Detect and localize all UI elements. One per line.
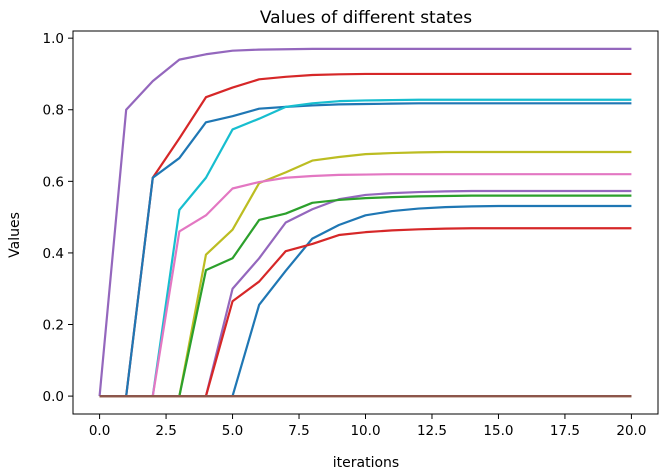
plot-frame [72,30,659,415]
y-tick-label: 1.0 [43,31,64,47]
x-tick-label: 15.0 [483,423,513,439]
series-line-4 [99,98,632,398]
series-line-2 [99,72,632,398]
chart-title: Values of different states [260,8,472,28]
series-line-7 [99,189,632,398]
y-tick-label: 0.6 [43,174,64,190]
series-line-6 [99,173,632,398]
x-tick-label: 7.5 [288,423,309,439]
x-tick-label: 5.0 [222,423,243,439]
y-tick-label: 0.4 [43,246,64,262]
x-tick-label: 0.0 [89,423,110,439]
series-line-8 [99,194,632,398]
x-tick-label: 10.0 [350,423,380,439]
series-line-1 [98,47,632,397]
series-line-10 [99,227,632,398]
series-line-5 [99,150,632,398]
plot-area: 0.0 2.5 5.0 7.5 10.0 12.5 15.0 17.5 20.0 0.0 0.2 0.… [43,30,659,439]
x-axis-label: iterations [333,455,399,471]
x-tick-label: 17.5 [550,423,580,439]
y-tick-label: 0.2 [43,318,64,334]
x-tick-label: 2.5 [155,423,176,439]
x-tick-label: 12.5 [417,423,447,439]
y-axis-label: Values [7,212,23,258]
x-tick-label: 20.0 [616,423,646,439]
series-line-3 [99,102,632,398]
y-tick-label: 0.8 [43,103,64,119]
y-tick-label: 0.0 [43,389,64,405]
